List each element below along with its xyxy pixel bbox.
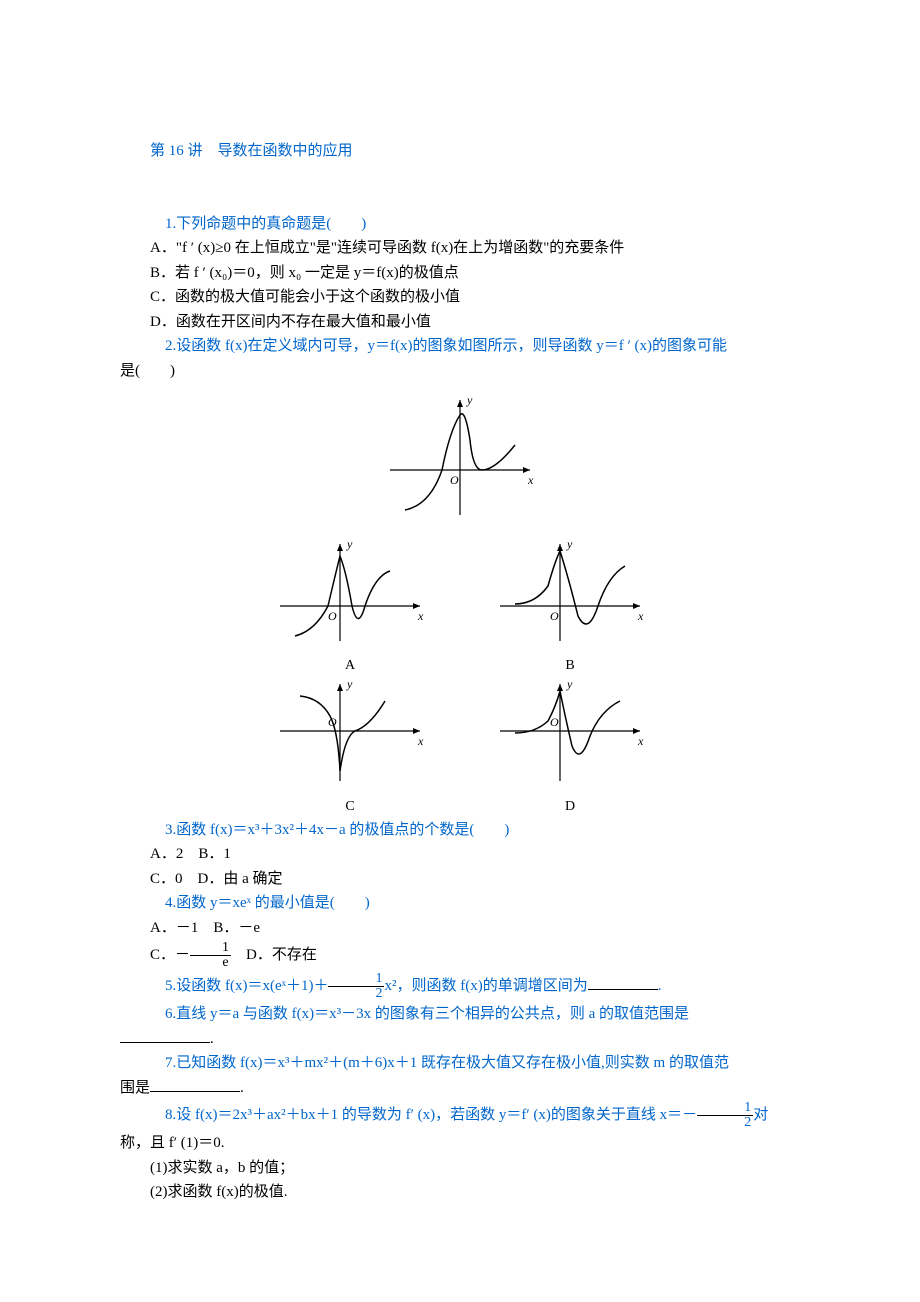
q2-row-ab: y x O A y x O B (120, 536, 800, 677)
svg-text:O: O (328, 609, 337, 623)
caption-b: B (490, 655, 650, 676)
blank-q6 (120, 1028, 210, 1043)
frac-1-2-b: 12 (697, 1101, 753, 1130)
svg-text:y: y (566, 677, 573, 691)
graph-option-c: y x O (270, 676, 430, 786)
lecture-title: 第 16 讲 导数在函数中的应用 (120, 140, 800, 163)
svg-text:O: O (450, 473, 459, 487)
svg-text:y: y (566, 537, 573, 551)
graph-option-d: y x O (490, 676, 650, 786)
svg-text:x: x (637, 609, 644, 623)
caption-d: D (490, 796, 650, 817)
blank-q7 (150, 1077, 240, 1092)
svg-text:x: x (417, 734, 424, 748)
svg-text:x: x (417, 609, 424, 623)
caption-c: C (270, 796, 430, 817)
q3-lead: 3.函数 f(x)＝x³＋3x²＋4x－a 的极值点的个数是( ) (120, 819, 800, 842)
q8-p2: (2)求函数 f(x)的极值. (120, 1181, 800, 1204)
graph-fx: y x O (380, 390, 540, 520)
caption-a: A (270, 655, 430, 676)
q8-p1: (1)求实数 a，b 的值； (120, 1157, 800, 1180)
svg-text:x: x (527, 473, 534, 487)
q1-d: D．函数在开区间内不存在最大值和最小值 (120, 311, 800, 334)
q6: 6.直线 y＝a 与函数 f(x)＝x³－3x 的图象有三个相异的公共点，则 a… (120, 1003, 800, 1026)
q3-opts1: A．2 B．1 (120, 843, 800, 866)
q2-main-figure: y x O (120, 390, 800, 528)
q4-ab: A．－1 B．－e (120, 917, 800, 940)
frac-1-e: 1e (190, 941, 231, 970)
svg-text:O: O (550, 715, 559, 729)
q4-lead: 4.函数 y＝xeˣ 的最小值是( ) (120, 892, 800, 915)
q1-a: A．"f ′ (x)≥0 在上恒成立"是"连续可导函数 f(x)在上为增函数"的… (120, 237, 800, 260)
q2-lead-cont: 是( ) (120, 360, 800, 383)
svg-text:O: O (550, 609, 559, 623)
q2-row-cd: y x O C y x O D (120, 676, 800, 817)
graph-option-b: y x O (490, 536, 650, 646)
q8-line2: 称，且 f′ (1)＝0. (120, 1132, 800, 1155)
q1-b: B．若 f ′ (x₀)＝0，则 x₀ 一定是 y＝f(x)的极值点 (120, 262, 800, 285)
q3-opts2: C．0 D．由 a 确定 (120, 868, 800, 891)
q8: 8.设 f(x)＝2x³＋ax²＋bx＋1 的导数为 f′ (x)，若函数 y＝… (120, 1101, 800, 1130)
q2-lead: 2.设函数 f(x)在定义域内可导，y＝f(x)的图象如图所示，则导函数 y＝f… (120, 335, 800, 358)
frac-1-2-a: 12 (328, 972, 384, 1001)
q5: 5.设函数 f(x)＝x(eˣ＋1)＋12x²，则函数 f(x)的单调增区间为. (120, 972, 800, 1001)
q4-cd: C．－1e D．不存在 (120, 941, 800, 970)
q1-c: C．函数的极大值可能会小于这个函数的极小值 (120, 286, 800, 309)
svg-text:y: y (346, 677, 353, 691)
q6-blank: . (120, 1028, 800, 1051)
svg-text:y: y (466, 393, 473, 407)
svg-text:y: y (346, 537, 353, 551)
q1-lead: 1.下列命题中的真命题是( ) (120, 213, 800, 236)
blank-q5 (588, 975, 658, 990)
graph-option-a: y x O (270, 536, 430, 646)
q7: 7.已知函数 f(x)＝x³＋mx²＋(m＋6)x＋1 既存在极大值又存在极小值… (120, 1052, 800, 1075)
q7-cont: 围是. (120, 1077, 800, 1100)
svg-text:x: x (637, 734, 644, 748)
